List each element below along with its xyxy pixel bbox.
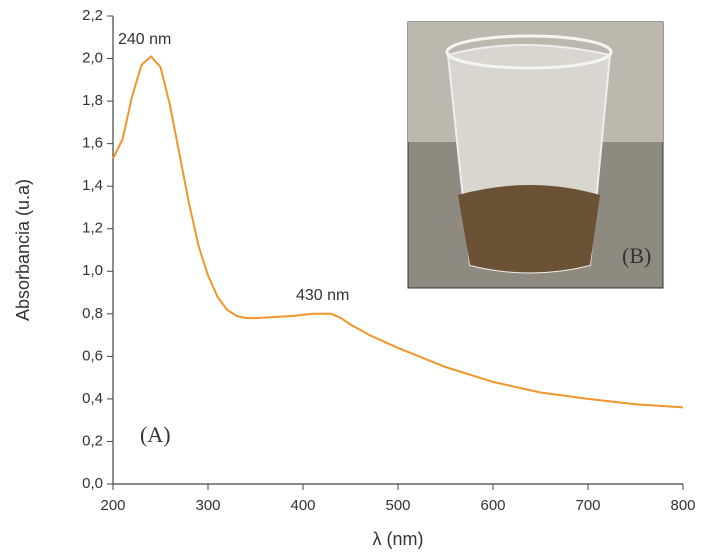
y-tick-label: 1,6	[82, 135, 103, 152]
inset-photo	[407, 21, 664, 289]
y-tick-label: 1,4	[82, 177, 103, 194]
y-axis-label: Absorbancia (u.a)	[13, 179, 33, 321]
y-tick-label: 0,8	[82, 305, 103, 322]
x-axis-label: λ (nm)	[373, 529, 424, 549]
y-tick-label: 1,8	[82, 92, 103, 109]
x-tick-label: 700	[575, 497, 600, 514]
x-tick-label: 300	[195, 497, 220, 514]
annotation: 240 nm	[118, 31, 171, 48]
x-tick-label: 400	[290, 497, 315, 514]
y-tick-label: 0,4	[82, 390, 103, 407]
y-tick-label: 0,2	[82, 432, 103, 449]
y-tick-label: 0,6	[82, 347, 103, 364]
y-tick-label: 1,0	[82, 262, 103, 279]
y-tick-label: 0,0	[82, 475, 103, 492]
annotation: 430 nm	[296, 287, 349, 304]
y-tick-label: 2,2	[82, 7, 103, 24]
x-tick-label: 200	[100, 497, 125, 514]
annotation: (A)	[140, 422, 171, 447]
y-tick-label: 2,0	[82, 50, 103, 67]
annotation: (B)	[622, 243, 651, 268]
x-tick-label: 800	[670, 497, 695, 514]
x-tick-label: 600	[480, 497, 505, 514]
line	[112, 54, 684, 409]
y-tick-label: 1,2	[82, 220, 103, 237]
x-tick-label: 500	[385, 497, 410, 514]
